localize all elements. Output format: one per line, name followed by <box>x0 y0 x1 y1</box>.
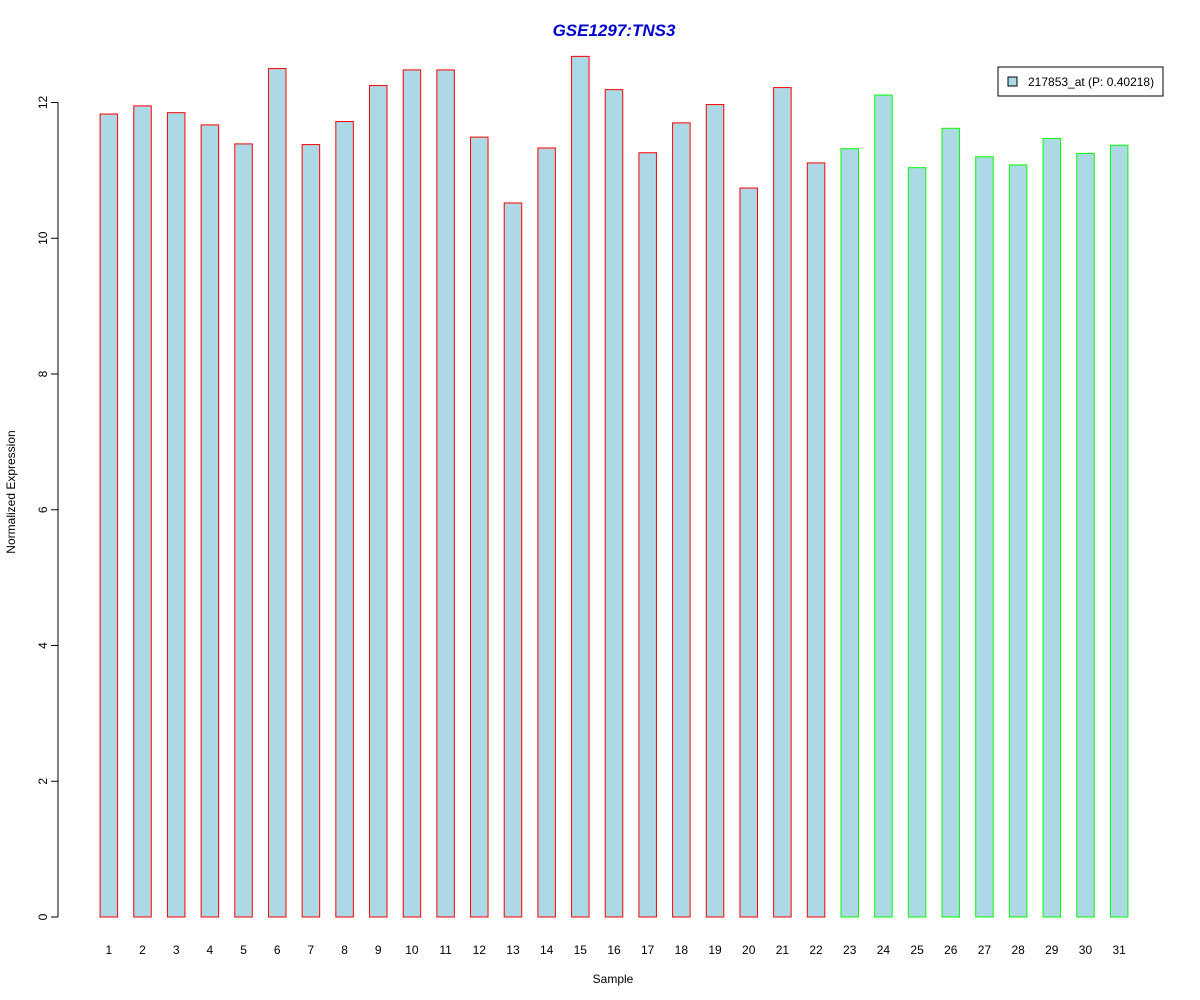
bar-sample-2 <box>133 105 152 918</box>
bar-sample-18 <box>672 122 691 918</box>
x-axis-tick-label: 7 <box>308 943 315 957</box>
bar-sample-19 <box>705 104 725 918</box>
bar-sample-15 <box>571 55 590 918</box>
x-axis-tick-label: 14 <box>540 943 554 957</box>
bar-sample-7 <box>301 144 321 918</box>
x-axis-tick-label: 5 <box>240 943 247 957</box>
x-axis-tick-label: 15 <box>574 943 588 957</box>
x-axis-tick-label: 27 <box>978 943 992 957</box>
x-axis-tick-label: 6 <box>274 943 281 957</box>
bar-sample-28 <box>1008 164 1028 918</box>
legend-swatch <box>1007 76 1018 87</box>
x-axis-tick-label: 20 <box>742 943 756 957</box>
x-axis-tick-label: 18 <box>675 943 689 957</box>
x-axis-tick-label: 29 <box>1045 943 1059 957</box>
x-axis-tick-label: 1 <box>105 943 112 957</box>
bar-sample-23 <box>840 148 859 918</box>
legend-box <box>997 66 1164 97</box>
legend: 217853_at (P: 0.40218) <box>997 66 1164 97</box>
bar-sample-20 <box>739 187 758 918</box>
x-axis-tick-label: 8 <box>341 943 348 957</box>
x-axis-tick-label: 4 <box>207 943 214 957</box>
bar-sample-6 <box>267 68 287 918</box>
bar-sample-13 <box>503 202 523 918</box>
bar-sample-25 <box>907 167 927 918</box>
bar-sample-12 <box>470 136 489 918</box>
bar-sample-31 <box>1109 144 1129 918</box>
bar-sample-4 <box>200 124 220 918</box>
y-axis-tick-label: 6 <box>36 506 50 513</box>
bar-sample-21 <box>773 87 792 918</box>
x-axis-tick-label: 21 <box>776 943 790 957</box>
bar-sample-9 <box>369 85 388 918</box>
bars <box>99 55 1129 918</box>
bar-sample-8 <box>335 121 354 918</box>
x-axis-tick-label: 11 <box>439 943 452 957</box>
y-axis-tick-label: 2 <box>36 778 50 785</box>
bar-sample-14 <box>537 147 556 918</box>
bar-sample-3 <box>166 112 186 918</box>
y-axis-tick-label: 12 <box>36 96 50 110</box>
chart-title: GSE1297:TNS3 <box>553 21 676 40</box>
bar-sample-10 <box>402 69 422 918</box>
y-axis-tick-label: 0 <box>36 913 50 920</box>
x-axis-tick-label: 9 <box>375 943 382 957</box>
x-axis-tick-label: 31 <box>1112 943 1126 957</box>
x-axis-tick-labels: 1 2 3 4 5 6 7 8 9 10 11 12 13 14 15 16 17 18 19 20 21 22 23 24 2… <box>105 943 1126 957</box>
x-axis-tick-label: 3 <box>173 943 180 957</box>
y-axis-tick-label: 8 <box>36 370 50 377</box>
y-axis-tick-label: 4 <box>36 642 50 649</box>
y-axis: 0 2 4 6 8 10 12 <box>36 96 59 920</box>
bar-sample-1 <box>99 113 119 918</box>
y-axis-label: Normalized Expression <box>4 430 18 553</box>
x-axis-tick-label: 28 <box>1011 943 1025 957</box>
bar-sample-24 <box>874 94 893 918</box>
x-axis-tick-label: 22 <box>809 943 823 957</box>
x-axis-tick-label: 12 <box>473 943 487 957</box>
bar-sample-5 <box>234 143 253 918</box>
bar-sample-26 <box>941 127 961 918</box>
y-axis-tick-label: 10 <box>36 231 50 245</box>
bar-sample-27 <box>975 156 994 918</box>
legend-series-label: 217853_at (P: 0.40218) <box>1028 75 1154 89</box>
bar-sample-29 <box>1042 137 1062 918</box>
bar-sample-30 <box>1076 152 1095 918</box>
x-axis-tick-label: 24 <box>877 943 891 957</box>
bar-sample-11 <box>436 69 455 918</box>
x-axis-tick-label: 2 <box>139 943 146 957</box>
x-axis-tick-label: 13 <box>506 943 520 957</box>
x-axis-tick-label: 10 <box>405 943 419 957</box>
bar-sample-16 <box>604 89 624 918</box>
x-axis-tick-label: 16 <box>607 943 621 957</box>
x-axis-tick-label: 26 <box>944 943 958 957</box>
x-axis-tick-label: 17 <box>641 943 655 957</box>
bar-sample-22 <box>806 162 826 918</box>
x-axis-tick-label: 19 <box>708 943 722 957</box>
bar-sample-17 <box>638 152 657 918</box>
x-axis-tick-label: 23 <box>843 943 857 957</box>
x-axis-tick-label: 30 <box>1079 943 1093 957</box>
x-axis-tick-label: 25 <box>910 943 924 957</box>
x-axis-label: Sample <box>593 972 634 986</box>
